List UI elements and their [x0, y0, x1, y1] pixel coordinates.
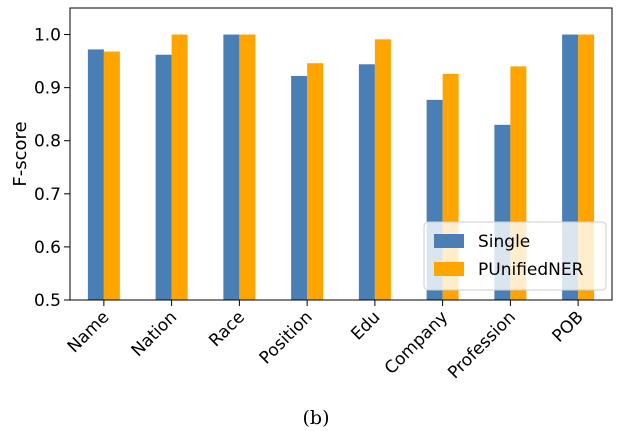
bar-punifiedner-race — [239, 34, 256, 300]
x-tick-label-company: Company — [381, 307, 452, 378]
y-axis-label: F-score — [10, 121, 31, 186]
y-axis: 0.5 0.6 0.7 0.8 0.9 1.0 — [34, 26, 70, 311]
plot-frame — [69, 7, 613, 301]
x-tick-label-profession: Profession — [444, 307, 520, 383]
x-axis: Name Nation Race Position EduCompanyProfessi… — [64, 300, 588, 383]
bar-punifiedner-name — [103, 51, 120, 300]
figure-caption: (b) — [303, 407, 330, 429]
y-tick-label: 0.5 — [34, 291, 61, 311]
bar-punifiedner-position — [307, 63, 324, 301]
legend-swatch-single — [434, 234, 464, 248]
bar-punifiedner-edu — [374, 39, 391, 300]
y-tick-label: 0.9 — [34, 79, 61, 99]
legend: Single PUnifiedNER — [423, 221, 607, 291]
y-tick-label: 0.7 — [34, 185, 61, 205]
y-tick-label: 0.8 — [34, 132, 61, 152]
bar-single-edu — [358, 64, 375, 300]
legend-label-punifiedner: PUnifiedNER — [478, 260, 584, 280]
bar-single-race — [223, 34, 240, 300]
y-tick-label: 0.6 — [34, 238, 61, 258]
x-tick-label-name: Name — [64, 307, 114, 357]
x-tick-label-position: Position — [256, 307, 317, 368]
bar-single-name — [87, 49, 104, 301]
x-tick-label-nation: Nation — [128, 307, 182, 361]
y-tick-label: 1.0 — [34, 26, 61, 46]
x-tick-label-edu: Edu — [347, 307, 384, 344]
legend-swatch-punifiedner — [434, 262, 464, 276]
legend-label-single: Single — [478, 232, 530, 252]
x-tick-label-race: Race — [205, 307, 249, 351]
bar-punifiedner-nation — [171, 34, 188, 300]
legend-box — [423, 221, 607, 291]
bar-single-nation — [155, 54, 172, 300]
bar-single-position — [291, 75, 308, 300]
x-tick-label-pob: POB — [549, 307, 588, 346]
